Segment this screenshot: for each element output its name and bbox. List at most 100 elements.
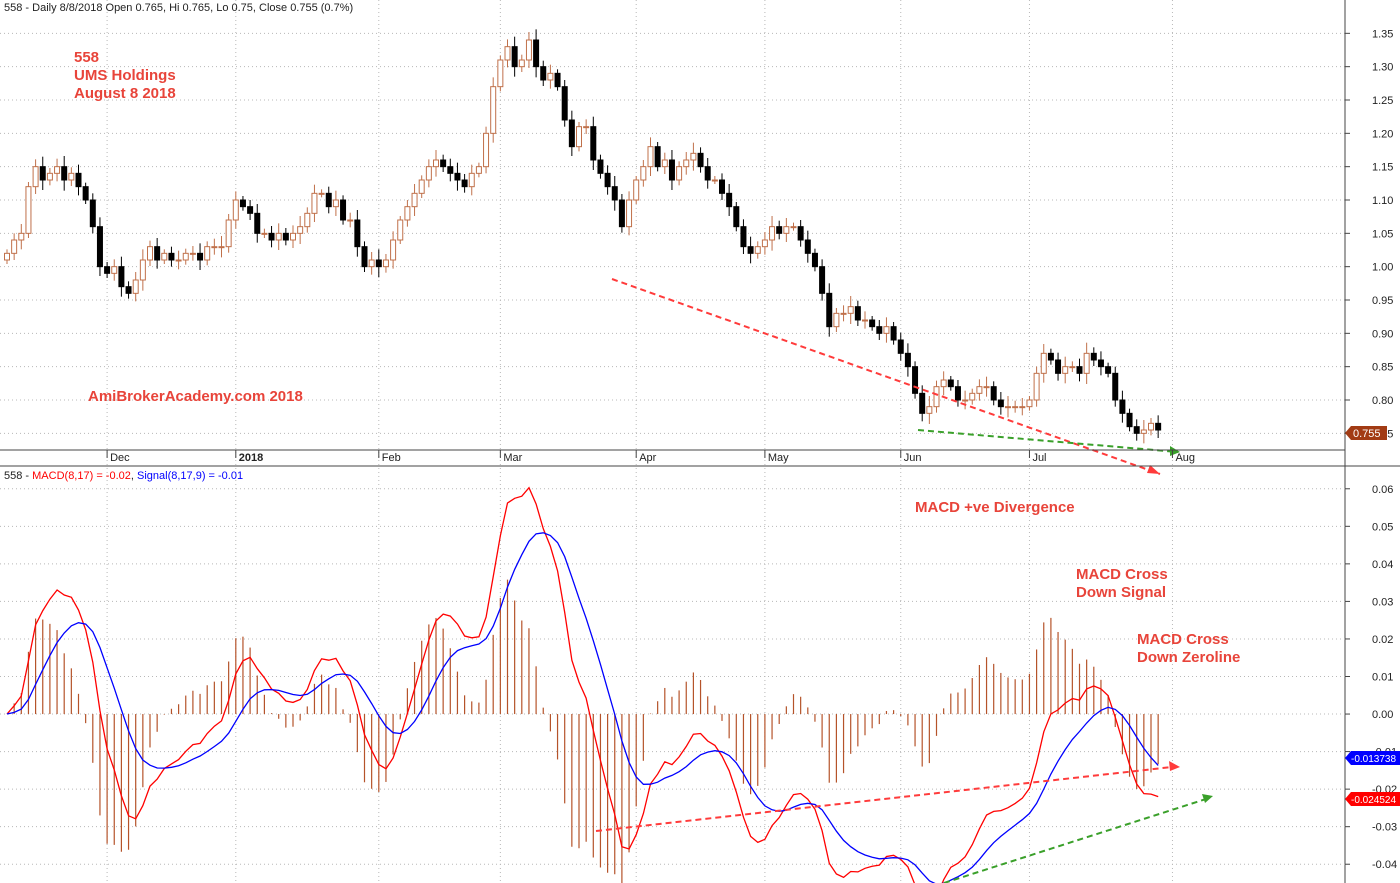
candle bbox=[790, 222, 797, 231]
candle bbox=[440, 154, 447, 172]
candle bbox=[475, 162, 482, 178]
candle bbox=[697, 147, 704, 173]
candle bbox=[511, 36, 518, 77]
candle bbox=[375, 249, 382, 278]
macd-y-tick-label: 0.05 bbox=[1372, 521, 1393, 533]
candle bbox=[332, 190, 339, 216]
candle bbox=[25, 182, 32, 238]
candle bbox=[361, 241, 368, 272]
candle bbox=[161, 249, 168, 264]
price-y-axis: 1.35 1.30 1.25 1.20 1.15 1.10 1.05 1.00 0.95 0.90… bbox=[1345, 28, 1393, 440]
macd-header-sep: , bbox=[131, 470, 137, 482]
candle bbox=[912, 361, 919, 399]
candle bbox=[826, 283, 833, 337]
candle bbox=[533, 29, 540, 78]
candle bbox=[1033, 366, 1040, 407]
price-candles[interactable] bbox=[4, 29, 1162, 444]
macd-y-tick-label: 0.06 bbox=[1372, 484, 1393, 496]
signal-value-badge: -0.013738 bbox=[1345, 751, 1400, 765]
candle bbox=[654, 142, 661, 172]
candle bbox=[318, 189, 325, 198]
candle bbox=[490, 77, 497, 143]
macd-y-tick-label: 0.00 bbox=[1372, 709, 1393, 721]
candle bbox=[733, 202, 740, 232]
candle bbox=[676, 161, 683, 186]
candle bbox=[397, 216, 404, 244]
candle bbox=[54, 158, 61, 182]
candle bbox=[418, 175, 425, 198]
candle bbox=[1005, 396, 1011, 418]
candle bbox=[919, 385, 926, 422]
candle bbox=[447, 158, 454, 182]
price-downtrend-line bbox=[611, 278, 1161, 475]
macd-y-tick-label: 0.02 bbox=[1372, 634, 1393, 646]
candle bbox=[204, 241, 211, 266]
candle bbox=[368, 252, 375, 275]
macd-histogram bbox=[13, 579, 1159, 883]
candle bbox=[404, 200, 411, 227]
candle bbox=[811, 248, 818, 272]
candle bbox=[1026, 396, 1033, 411]
candle bbox=[876, 320, 883, 340]
candle bbox=[726, 184, 733, 216]
annotation-divergence: MACD +ve Divergence bbox=[915, 499, 1075, 516]
macd-y-tick-label: 0.04 bbox=[1372, 559, 1393, 571]
candle bbox=[354, 210, 361, 257]
macd-value-label: -0.024524 bbox=[1351, 795, 1396, 806]
candle bbox=[862, 311, 868, 329]
candle bbox=[1083, 342, 1090, 384]
candle bbox=[683, 152, 690, 175]
candle bbox=[647, 137, 654, 176]
candle bbox=[1148, 418, 1154, 436]
candle bbox=[46, 168, 53, 186]
price-header: 558 - Daily 8/8/2018 Open 0.765, Hi 0.76… bbox=[4, 2, 353, 14]
candle bbox=[568, 110, 575, 156]
candle bbox=[218, 236, 225, 258]
price-y-tick-label: 1.10 bbox=[1372, 195, 1393, 207]
candle bbox=[962, 390, 969, 410]
price-y-tick-label: 1.00 bbox=[1372, 262, 1393, 274]
candle bbox=[247, 200, 254, 220]
macd-green-trend-arrow bbox=[1202, 794, 1213, 803]
candle bbox=[118, 256, 125, 297]
candle bbox=[633, 176, 640, 204]
macd-value-badge: -0.024524 bbox=[1345, 792, 1400, 806]
macd-trendlines bbox=[595, 761, 1213, 883]
candle bbox=[154, 238, 161, 269]
candle bbox=[933, 380, 940, 413]
candle bbox=[411, 184, 418, 216]
candle bbox=[290, 225, 296, 248]
candle bbox=[104, 262, 111, 278]
candle bbox=[1012, 400, 1019, 413]
candle bbox=[640, 160, 647, 187]
month-tick-label: Feb bbox=[382, 452, 401, 464]
candle bbox=[518, 54, 525, 72]
chart-title-company: UMS Holdings bbox=[74, 67, 176, 84]
candle bbox=[711, 176, 718, 184]
candle bbox=[304, 207, 311, 233]
candle bbox=[854, 300, 861, 326]
annotation-cross-signal-1: MACD Cross bbox=[1076, 566, 1168, 583]
candle bbox=[590, 116, 597, 170]
signal-line bbox=[6, 532, 1159, 883]
candle bbox=[254, 204, 261, 243]
candle bbox=[969, 388, 976, 405]
candle bbox=[890, 322, 897, 345]
macd-line bbox=[6, 486, 1159, 883]
candle bbox=[11, 233, 18, 260]
last-price-label: 0.755 bbox=[1353, 428, 1381, 440]
candle bbox=[282, 228, 289, 246]
month-tick-label: 2018 bbox=[239, 452, 263, 464]
candle bbox=[847, 296, 854, 324]
candle bbox=[1105, 362, 1112, 378]
candle bbox=[139, 249, 146, 291]
candle bbox=[554, 69, 561, 91]
candle bbox=[82, 182, 89, 204]
candle bbox=[425, 159, 432, 188]
candle bbox=[197, 243, 204, 270]
candle bbox=[883, 317, 890, 343]
candle bbox=[704, 158, 711, 189]
candle bbox=[483, 126, 490, 174]
macd-header-signal: Signal(8,17,9) = -0.01 bbox=[137, 470, 243, 482]
